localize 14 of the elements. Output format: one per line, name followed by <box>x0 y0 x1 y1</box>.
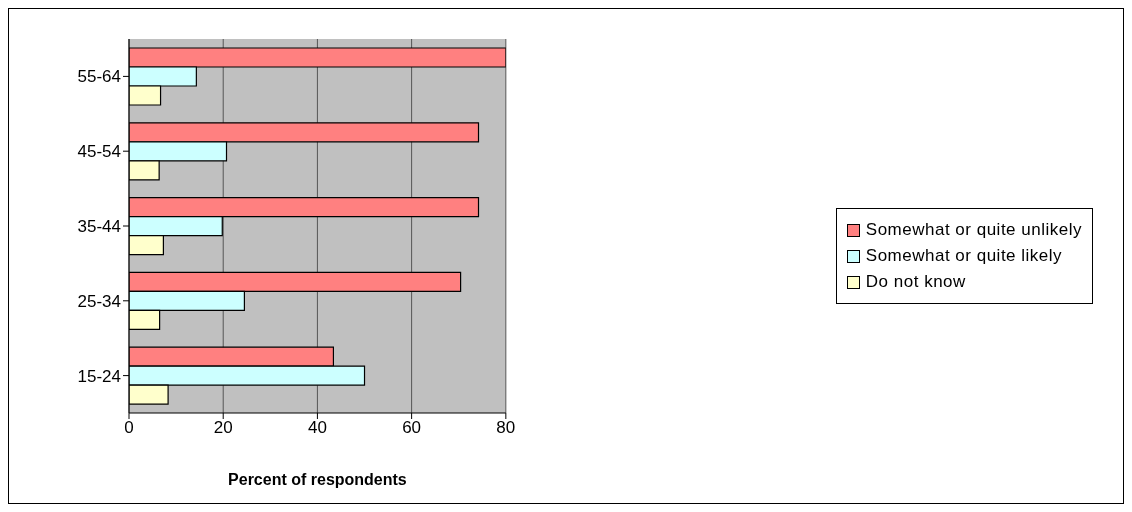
y-tick-label: 35-44 <box>77 217 121 237</box>
y-tick-label: 25-34 <box>77 291 121 311</box>
legend-label: Somewhat or quite unlikely <box>865 219 1082 241</box>
y-tick-label: 15-24 <box>77 366 121 386</box>
x-tick-label: 60 <box>402 418 422 438</box>
legend-label: Do not know <box>865 271 966 293</box>
legend-label: Somewhat or quite likely <box>865 245 1063 267</box>
x-tick-label: 80 <box>496 418 516 438</box>
x-tick-label: 0 <box>124 418 134 438</box>
x-axis-title: Percent of respondents <box>228 471 407 488</box>
y-tick-label: 55-64 <box>77 67 121 87</box>
x-tick-label: 20 <box>213 418 233 438</box>
y-tick-label: 45-54 <box>77 142 121 162</box>
x-tick-label: 40 <box>307 418 327 438</box>
